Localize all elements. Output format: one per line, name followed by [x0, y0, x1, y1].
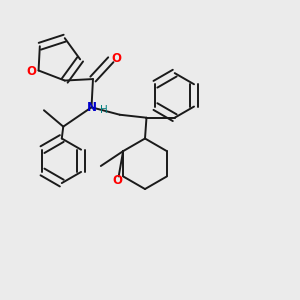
Text: O: O — [113, 174, 123, 188]
Text: O: O — [26, 65, 36, 79]
Text: H: H — [100, 105, 107, 115]
Text: O: O — [111, 52, 121, 65]
Text: N: N — [86, 101, 97, 114]
